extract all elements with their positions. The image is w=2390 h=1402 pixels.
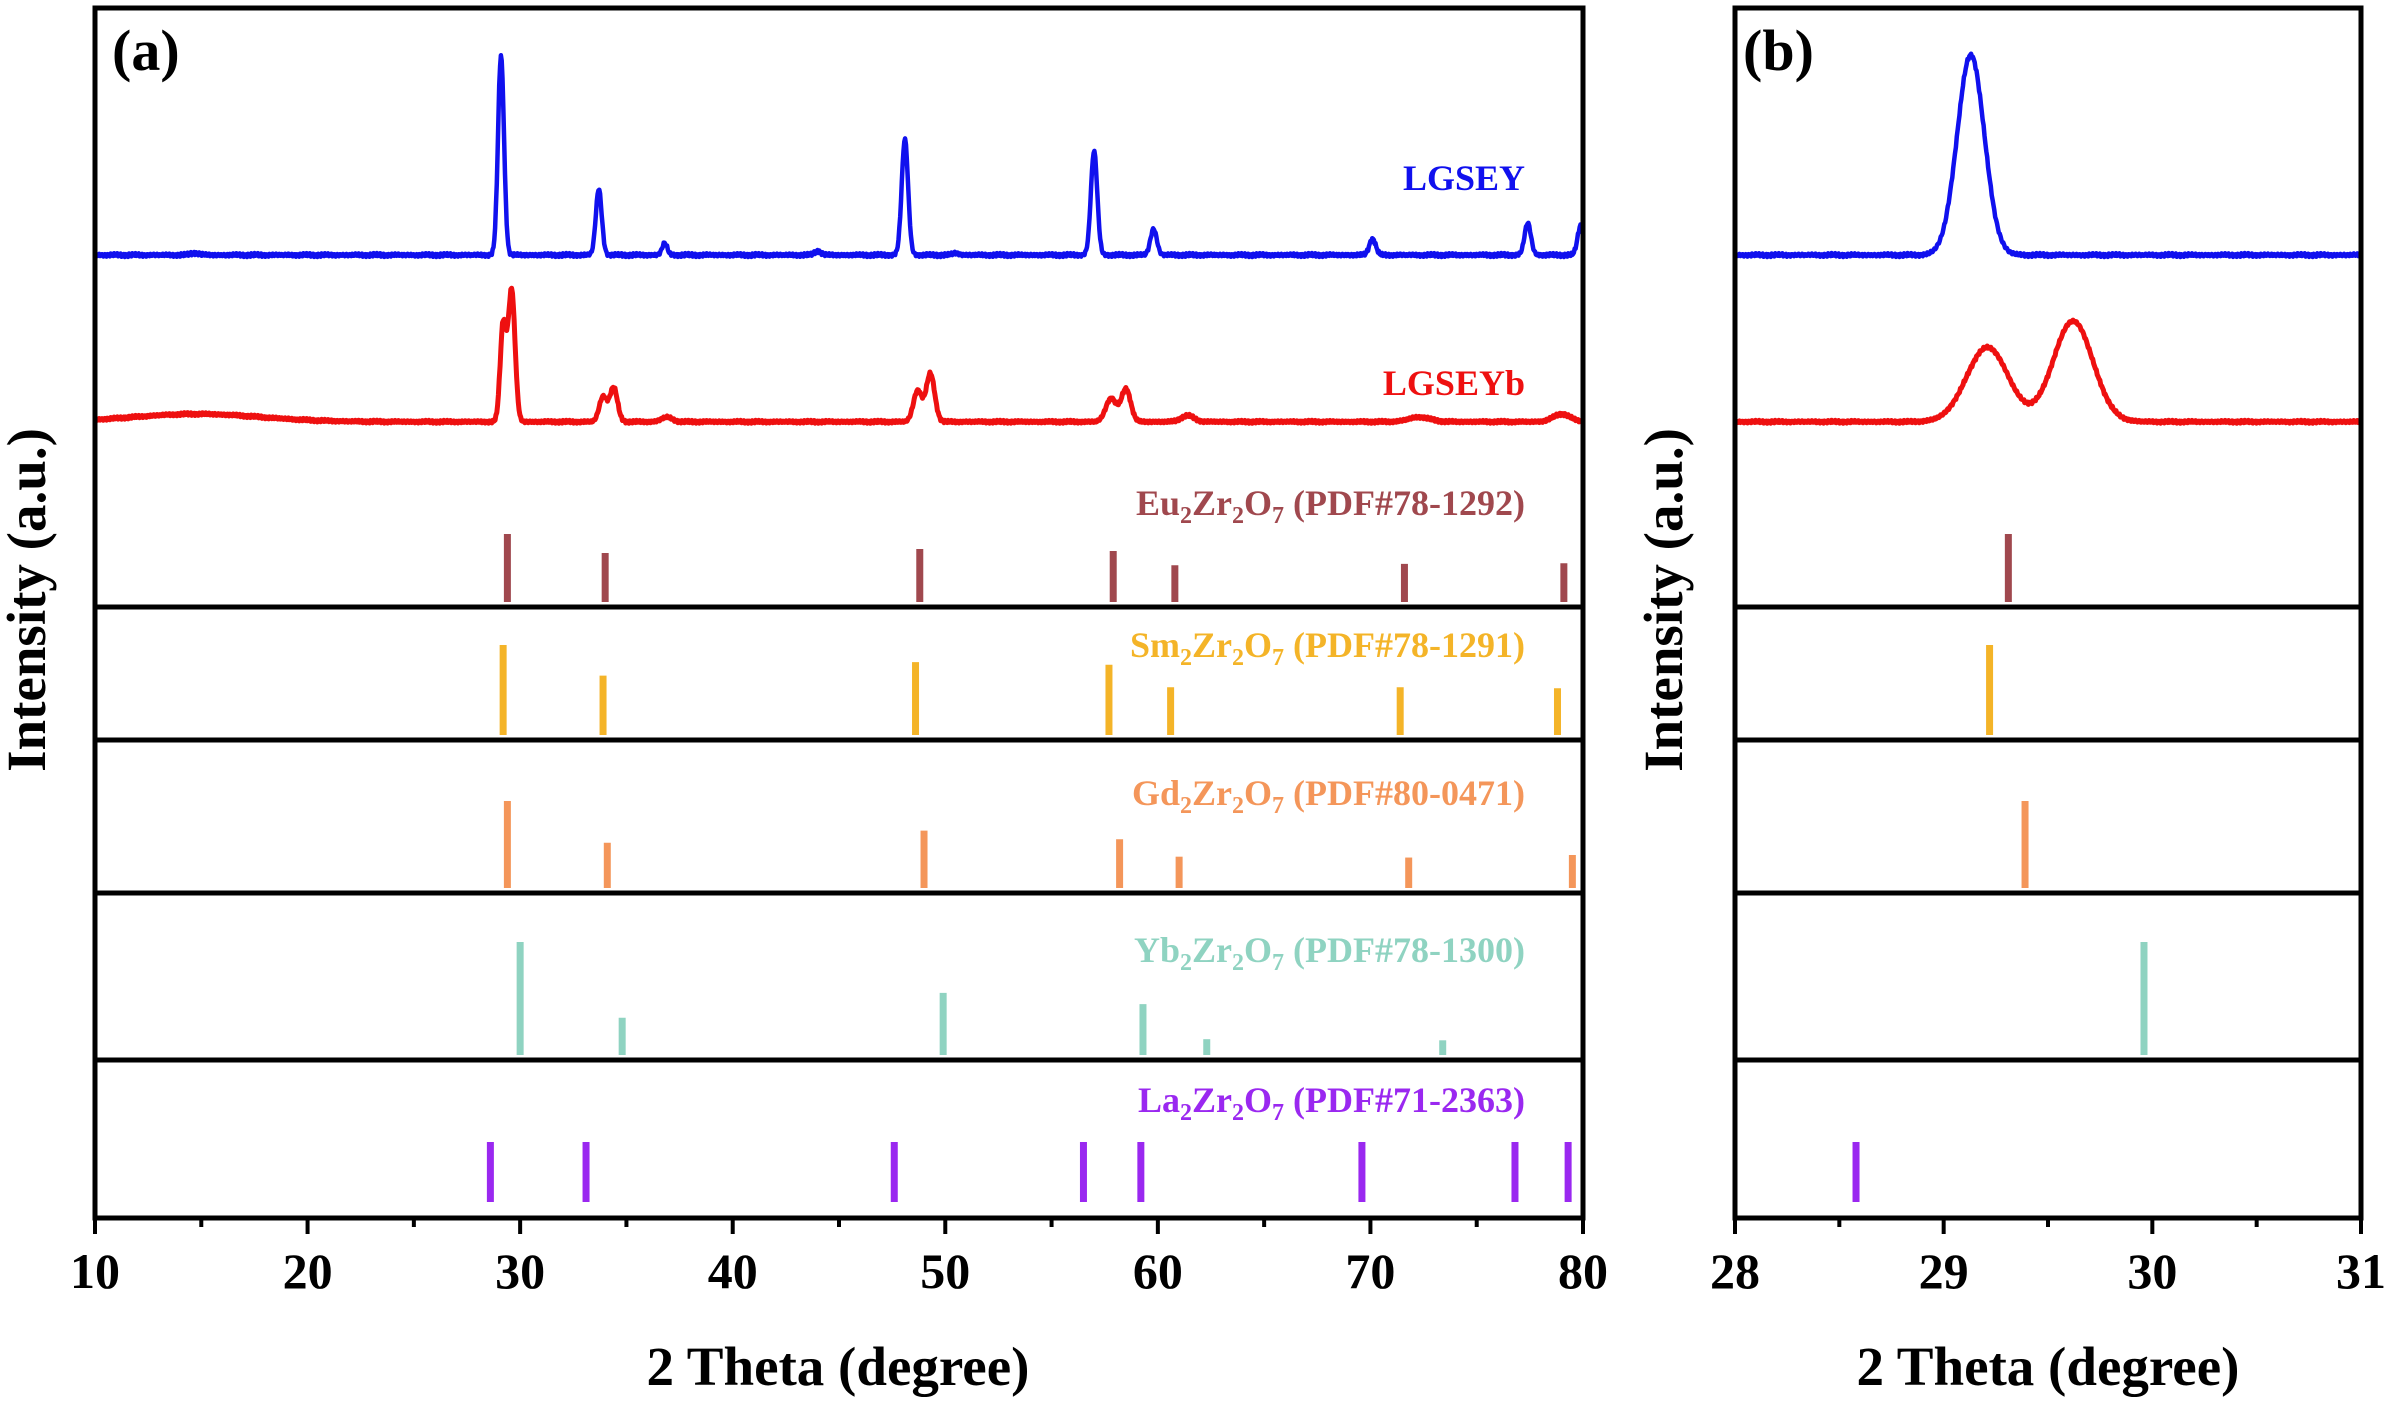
x-tick-label-a-40: 40: [708, 1243, 758, 1299]
x-tick-label-b-28: 28: [1710, 1243, 1760, 1299]
plot-frame-b: [1732, 5, 2364, 1221]
gd2zr2o7-pdf-80-0471-a-label: Gd2Zr2O7 (PDF#80-0471): [1132, 773, 1525, 819]
x-tick-label-a-50: 50: [920, 1243, 970, 1299]
y-axis-title-b: Intensity (a.u.): [1633, 428, 1694, 772]
x-tick-label-b-29: 29: [1919, 1243, 1969, 1299]
panel-a-label: (a): [112, 18, 180, 83]
panel-b-label: (b): [1743, 18, 1814, 83]
plot-frame-a: [92, 5, 1586, 1221]
x-tick-label-a-10: 10: [70, 1243, 120, 1299]
x-tick-label-b-30: 30: [2127, 1243, 2177, 1299]
x-axis-title-a: 2 Theta (degree): [647, 1336, 1030, 1397]
la2zr2o7-pdf-71-2363-a-label: La2Zr2O7 (PDF#71-2363): [1138, 1080, 1525, 1126]
x-tick-label-a-60: 60: [1133, 1243, 1183, 1299]
x-tick-label-b-31: 31: [2336, 1243, 2386, 1299]
x-tick-label-a-20: 20: [283, 1243, 333, 1299]
panel-a: LGSEY LGSEYb Eu2Zr2O7 (PDF#78-1292) Sm2Zr2O…: [70, 5, 1608, 1299]
yb2zr2o7-pdf-78-1300-a-label: Yb2Zr2O7 (PDF#78-1300): [1134, 930, 1525, 976]
x-tick-label-a-70: 70: [1345, 1243, 1395, 1299]
lgsey-a-line: [93, 53, 1585, 260]
x-axis-title-b: 2 Theta (degree): [1857, 1336, 2240, 1397]
x-tick-label-a-30: 30: [495, 1243, 545, 1299]
lgsey-b-line: [1733, 51, 2363, 260]
panel-b: 28 29 30 31: [1710, 5, 2386, 1299]
lgseyb-b-line: [1733, 317, 2363, 426]
eu2zr2o7-pdf-78-1292-a-label: Eu2Zr2O7 (PDF#78-1292): [1136, 483, 1525, 529]
lgsey-a-label: LGSEY: [1403, 158, 1525, 198]
y-axis-title-a: Intensity (a.u.): [0, 428, 57, 772]
lgseyb-a-line: [93, 285, 1586, 426]
sm2zr2o7-pdf-78-1291-a-label: Sm2Zr2O7 (PDF#78-1291): [1130, 625, 1525, 671]
lgseyb-a-label: LGSEYb: [1383, 363, 1525, 403]
x-tick-label-a-80: 80: [1558, 1243, 1608, 1299]
